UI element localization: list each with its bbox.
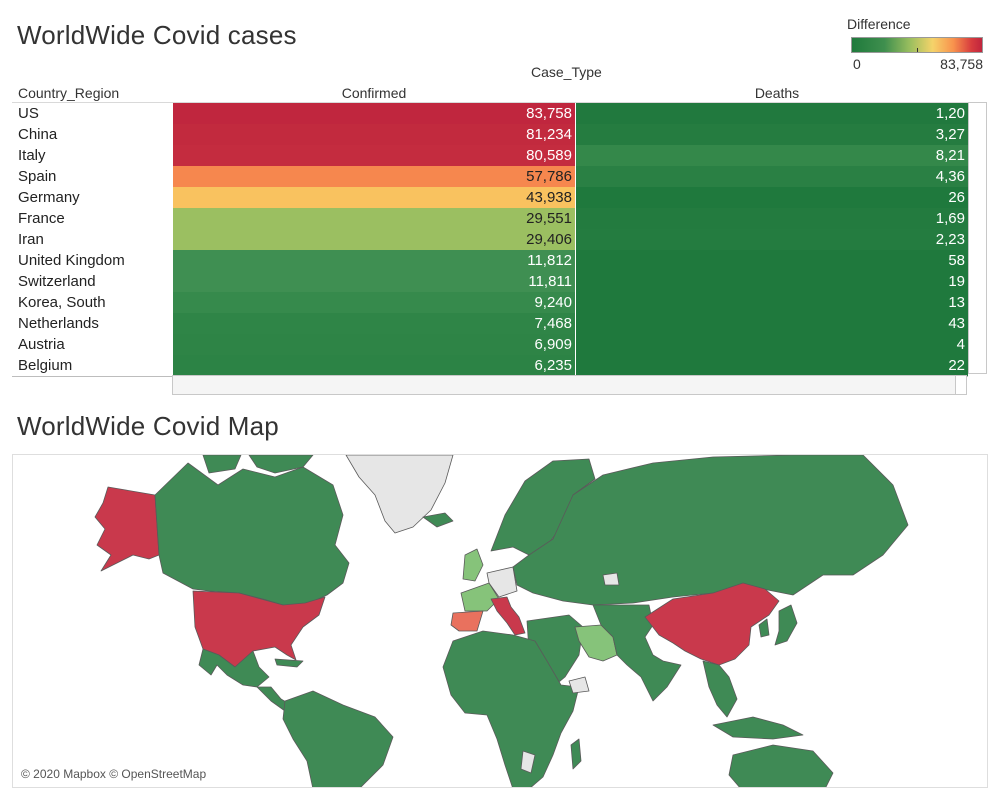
- legend-max: 83,758: [940, 56, 983, 72]
- legend-tick: [917, 48, 918, 52]
- confirmed-cell[interactable]: 29,406: [173, 229, 575, 250]
- russia-region[interactable]: [512, 455, 909, 606]
- country-label[interactable]: Korea, South: [18, 294, 106, 311]
- spain-region[interactable]: [450, 610, 484, 632]
- canada-region[interactable]: [154, 462, 350, 606]
- scrollbar-thumb[interactable]: [955, 376, 966, 394]
- no-data-patch-africa[interactable]: [520, 750, 536, 774]
- map-title: WorldWide Covid Map: [17, 411, 279, 441]
- column-group-header: Case_Type: [531, 64, 602, 80]
- uk-region[interactable]: [462, 548, 484, 582]
- confirmed-cell[interactable]: 81,234: [173, 124, 575, 145]
- table-row[interactable]: Iran 29,406 2,23: [12, 229, 968, 250]
- greenland-region[interactable]: [345, 455, 454, 534]
- country-label[interactable]: Italy: [18, 147, 46, 164]
- confirmed-cell[interactable]: 83,758: [173, 103, 575, 124]
- australia-region[interactable]: [728, 744, 834, 788]
- deaths-cell[interactable]: 1,69: [576, 208, 968, 229]
- column-header-confirmed[interactable]: Confirmed: [341, 85, 407, 101]
- table-row[interactable]: Netherlands 7,468 43: [12, 313, 968, 334]
- map-attribution: © 2020 Mapbox © OpenStreetMap: [21, 767, 207, 781]
- deaths-cell[interactable]: 3,27: [576, 124, 968, 145]
- legend-color-bar: [851, 37, 983, 53]
- deaths-cell[interactable]: 19: [576, 271, 968, 292]
- legend-title: Difference: [847, 16, 911, 32]
- country-label[interactable]: Iran: [18, 231, 44, 248]
- confirmed-cell[interactable]: 6,235: [173, 355, 575, 376]
- south-asia-region[interactable]: [592, 604, 682, 702]
- deaths-cell[interactable]: 4: [576, 334, 968, 355]
- table-row[interactable]: Italy 80,589 8,21: [12, 145, 968, 166]
- country-label[interactable]: US: [18, 105, 39, 122]
- country-label[interactable]: France: [18, 210, 65, 227]
- deaths-cell[interactable]: 13: [576, 292, 968, 313]
- confirmed-cell[interactable]: 11,812: [173, 250, 575, 271]
- vertical-scrollbar[interactable]: [968, 102, 987, 374]
- confirmed-cell[interactable]: 6,909: [173, 334, 575, 355]
- deaths-cell[interactable]: 58: [576, 250, 968, 271]
- korea-japan-region[interactable]: [758, 604, 798, 646]
- scandinavia-region[interactable]: [490, 458, 596, 556]
- data-table: US 83,758 1,20 China 81,234 3,27 Italy 80,589 8,…: [12, 102, 968, 377]
- table-row[interactable]: Germany 43,938 26: [12, 187, 968, 208]
- table-row[interactable]: United Kingdom 11,812 58: [12, 250, 968, 271]
- deaths-cell[interactable]: 1,20: [576, 103, 968, 124]
- italy-region[interactable]: [490, 596, 526, 636]
- legend-min: 0: [853, 56, 861, 72]
- table-row[interactable]: Belgium 6,235 22: [12, 355, 968, 376]
- confirmed-cell[interactable]: 9,240: [173, 292, 575, 313]
- southeast-asia-region[interactable]: [702, 660, 804, 740]
- arctic-islands-region[interactable]: [202, 455, 314, 474]
- confirmed-cell[interactable]: 57,786: [173, 166, 575, 187]
- table-row[interactable]: France 29,551 1,69: [12, 208, 968, 229]
- deaths-cell[interactable]: 22: [576, 355, 968, 376]
- table-title: WorldWide Covid cases: [17, 20, 297, 50]
- map-canvas[interactable]: [13, 455, 988, 788]
- country-label[interactable]: Netherlands: [18, 315, 99, 332]
- confirmed-cell[interactable]: 29,551: [173, 208, 575, 229]
- deaths-cell[interactable]: 2,23: [576, 229, 968, 250]
- table-row[interactable]: US 83,758 1,20: [12, 103, 968, 124]
- china-region[interactable]: [644, 582, 780, 666]
- country-label[interactable]: Belgium: [18, 357, 73, 374]
- no-data-patch-asia[interactable]: [602, 572, 620, 586]
- germany-region[interactable]: [486, 566, 518, 598]
- color-legend[interactable]: Difference 0 83,758: [847, 16, 987, 72]
- world-map[interactable]: © 2020 Mapbox © OpenStreetMap: [12, 454, 988, 788]
- horizontal-scrollbar[interactable]: [172, 375, 967, 395]
- alaska-region[interactable]: [94, 486, 160, 572]
- deaths-cell[interactable]: 4,36: [576, 166, 968, 187]
- table-row[interactable]: Korea, South 9,240 13: [12, 292, 968, 313]
- madagascar-region[interactable]: [570, 738, 582, 770]
- table-row[interactable]: China 81,234 3,27: [12, 124, 968, 145]
- table-row[interactable]: Switzerland 11,811 19: [12, 271, 968, 292]
- confirmed-cell[interactable]: 7,468: [173, 313, 575, 334]
- country-label[interactable]: Germany: [18, 189, 80, 206]
- country-label[interactable]: Switzerland: [18, 273, 96, 290]
- table-row[interactable]: Spain 57,786 4,36: [12, 166, 968, 187]
- country-label[interactable]: Spain: [18, 168, 57, 185]
- country-label[interactable]: United Kingdom: [18, 252, 125, 269]
- country-label[interactable]: China: [18, 126, 58, 143]
- africa-region[interactable]: [442, 630, 580, 788]
- south-america-region[interactable]: [282, 690, 394, 788]
- iceland-region[interactable]: [422, 512, 454, 528]
- deaths-cell[interactable]: 8,21: [576, 145, 968, 166]
- confirmed-cell[interactable]: 80,589: [173, 145, 575, 166]
- no-data-patch-arabia[interactable]: [568, 676, 590, 694]
- column-header-deaths[interactable]: Deaths: [754, 85, 800, 101]
- table-row[interactable]: Austria 6,909 4: [12, 334, 968, 355]
- deaths-cell[interactable]: 43: [576, 313, 968, 334]
- france-region[interactable]: [460, 582, 500, 612]
- row-header[interactable]: Country_Region: [18, 85, 120, 101]
- country-label[interactable]: Austria: [18, 336, 65, 353]
- confirmed-cell[interactable]: 11,811: [173, 271, 575, 292]
- confirmed-cell[interactable]: 43,938: [173, 187, 575, 208]
- deaths-cell[interactable]: 26: [576, 187, 968, 208]
